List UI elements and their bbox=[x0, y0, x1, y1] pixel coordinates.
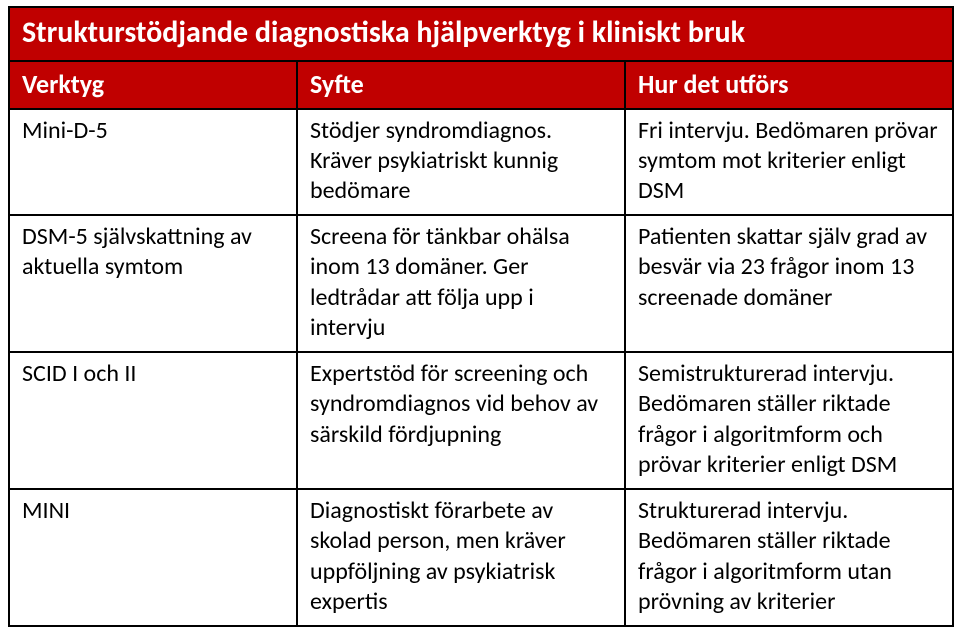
cell-method: Patienten skattar själv grad av besvär v… bbox=[625, 215, 953, 352]
cell-purpose: Stödjer syndromdiagnos. Kräver psykiatri… bbox=[297, 109, 625, 216]
table-row: Mini-D-5 Stödjer syndromdiagnos. Kräver … bbox=[9, 109, 953, 216]
table-row: MINI Diagnostiskt förarbete av skolad pe… bbox=[9, 489, 953, 626]
cell-tool: SCID I och II bbox=[9, 352, 297, 489]
table-header-row: Verktyg Syfte Hur det utförs bbox=[9, 61, 953, 109]
table-row: DSM-5 självskattning av aktuella symtom … bbox=[9, 215, 953, 352]
cell-method: Semistrukturerad intervju. Bedömaren stä… bbox=[625, 352, 953, 489]
col-header-method: Hur det utförs bbox=[625, 61, 953, 109]
table-row: SCID I och II Expertstöd för screening o… bbox=[9, 352, 953, 489]
cell-method: Strukturerad intervju. Bedömaren ställer… bbox=[625, 489, 953, 626]
table-title: Strukturstödjande diagnostiska hjälpverk… bbox=[9, 7, 953, 61]
col-header-purpose: Syfte bbox=[297, 61, 625, 109]
diagnostic-tools-table: Strukturstödjande diagnostiska hjälpverk… bbox=[8, 6, 954, 627]
cell-purpose: Expertstöd för screening och syndromdiag… bbox=[297, 352, 625, 489]
cell-tool: Mini-D-5 bbox=[9, 109, 297, 216]
cell-purpose: Diagnostiskt förarbete av skolad person,… bbox=[297, 489, 625, 626]
cell-method: Fri intervju. Bedömaren prövar symtom mo… bbox=[625, 109, 953, 216]
cell-purpose: Screena för tänkbar ohälsa inom 13 domän… bbox=[297, 215, 625, 352]
cell-tool: DSM-5 självskattning av aktuella symtom bbox=[9, 215, 297, 352]
cell-tool: MINI bbox=[9, 489, 297, 626]
table-title-row: Strukturstödjande diagnostiska hjälpverk… bbox=[9, 7, 953, 61]
slide: Strukturstödjande diagnostiska hjälpverk… bbox=[0, 0, 960, 616]
col-header-tool: Verktyg bbox=[9, 61, 297, 109]
